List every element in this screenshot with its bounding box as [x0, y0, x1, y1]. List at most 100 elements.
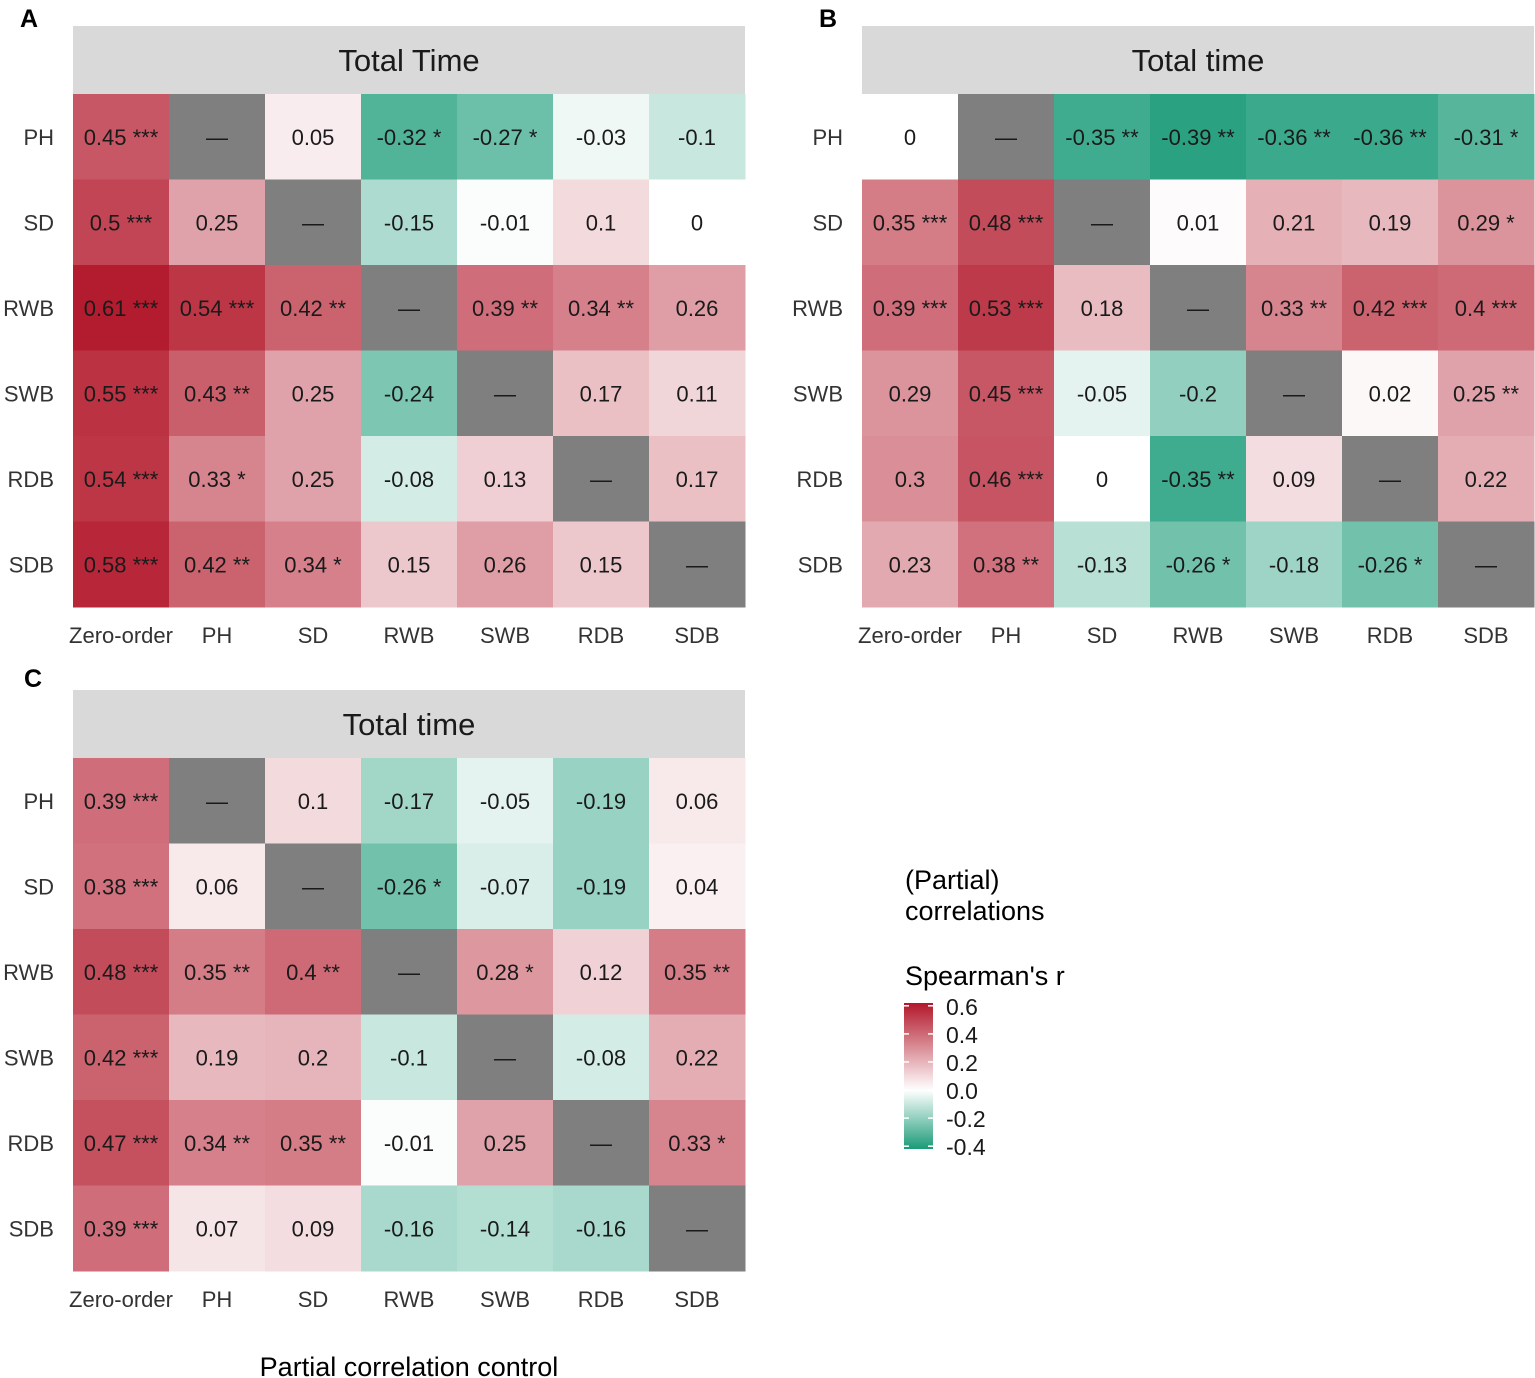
y-tick-label: SWB	[793, 381, 843, 406]
cell-label: 0.1	[586, 210, 617, 235]
heatmap-cell	[649, 1100, 746, 1186]
legend: (Partial) correlations Spearman's r 0.60…	[904, 865, 1065, 1160]
cell-label: 0.3	[895, 467, 926, 492]
heatmap-cell	[862, 179, 959, 266]
heatmap-cell	[265, 929, 362, 1015]
heatmap-cell	[958, 179, 1055, 266]
cell-label: —	[686, 1216, 708, 1241]
cell-label: 0.04	[676, 874, 719, 899]
cell-label: 0.29	[889, 381, 932, 406]
heatmap-cell	[73, 1185, 170, 1272]
cell-label: 0.45 ***	[84, 125, 159, 150]
heatmap-cell	[457, 1185, 554, 1272]
cell-label: -0.07	[480, 874, 530, 899]
x-tick-label: SDB	[674, 1287, 719, 1312]
facet-title: Total Time	[338, 43, 479, 78]
heatmap-cell	[862, 436, 959, 522]
cell-label: -0.08	[384, 467, 434, 492]
x-tick-label: RWB	[384, 1287, 435, 1312]
cell-label: 0.35 **	[280, 1131, 346, 1156]
heatmap-cell	[1054, 94, 1151, 180]
heatmap-cell	[73, 94, 170, 180]
heatmap-cell	[169, 929, 266, 1015]
heatmap-cell	[73, 265, 170, 351]
heatmap-cell	[457, 436, 554, 522]
cell-label: 0.09	[1273, 467, 1316, 492]
cell-label: 0.35 **	[664, 960, 730, 985]
cell-label: 0	[691, 210, 703, 235]
cell-label: 0.17	[580, 381, 623, 406]
y-tick-label: SDB	[9, 1216, 54, 1241]
heatmap-cell	[649, 1014, 746, 1101]
heatmap-cell-diagonal	[553, 436, 650, 522]
x-axis-title: Partial correlation control	[260, 1352, 559, 1378]
heatmap-cell	[958, 521, 1055, 608]
cell-label: 0.21	[1273, 210, 1316, 235]
cell-label: -0.05	[480, 789, 530, 814]
cell-label: 0.1	[298, 789, 329, 814]
cell-label: 0.06	[196, 874, 239, 899]
heatmap-cell	[265, 521, 362, 608]
x-tick-label: PH	[202, 623, 233, 648]
cell-label: 0.4 **	[286, 960, 340, 985]
cell-label: —	[494, 1045, 516, 1070]
cell-label: 0.01	[1177, 210, 1220, 235]
cell-label: -0.26 *	[377, 874, 442, 899]
x-tick-label: RWB	[384, 623, 435, 648]
heatmap-cell	[553, 843, 650, 930]
y-tick-label: PH	[812, 125, 843, 150]
heatmap-cell	[457, 843, 554, 930]
heatmap-cell	[1246, 94, 1343, 180]
cell-label: 0.42 ***	[84, 1045, 159, 1070]
heatmap-cell	[649, 843, 746, 930]
cell-label: -0.14	[480, 1216, 530, 1241]
heatmap-cell	[649, 929, 746, 1015]
cell-label: 0.13	[484, 467, 527, 492]
heatmap-cell	[73, 436, 170, 522]
heatmap-cell-diagonal	[265, 179, 362, 266]
x-tick-label: SWB	[480, 623, 530, 648]
y-tick-label: SWB	[4, 1045, 54, 1070]
cell-label: 0.53 ***	[969, 296, 1044, 321]
heatmap-cell	[265, 1185, 362, 1272]
legend-subtitle: Spearman's r	[905, 961, 1065, 991]
y-tick-label: SD	[23, 874, 54, 899]
cell-label: —	[995, 125, 1017, 150]
legend-tick-label: -0.4	[946, 1134, 986, 1160]
legend-title-line-2: correlations	[905, 896, 1045, 926]
heatmap-cell	[1150, 436, 1247, 522]
heatmap-cell	[1342, 350, 1439, 437]
cell-label: 0.29 *	[1457, 210, 1515, 235]
cell-label: -0.32 *	[377, 125, 442, 150]
cell-label: -0.35 **	[1065, 125, 1139, 150]
cell-label: -0.19	[576, 874, 626, 899]
cell-label: 0.38 **	[973, 552, 1039, 577]
heatmap-cell	[958, 350, 1055, 437]
x-tick-label: PH	[991, 623, 1022, 648]
legend-tick-label: 0.6	[946, 994, 978, 1020]
heatmap-cell-diagonal	[958, 94, 1055, 180]
heatmap-cell	[553, 179, 650, 266]
cell-label: 0.07	[196, 1216, 239, 1241]
facet-title: Total time	[343, 707, 476, 742]
legend-tick-label: 0.0	[946, 1078, 978, 1104]
heatmap-cell	[1246, 521, 1343, 608]
heatmap-cell-diagonal	[1246, 350, 1343, 437]
heatmap-cell	[457, 179, 554, 266]
x-tick-label: SWB	[480, 1287, 530, 1312]
heatmap-cell-diagonal	[169, 758, 266, 844]
cell-label: -0.17	[384, 789, 434, 814]
cell-label: 0.22	[676, 1045, 719, 1070]
cell-label: 0.61 ***	[84, 296, 159, 321]
heatmap-cell	[457, 758, 554, 844]
y-tick-label: SDB	[9, 552, 54, 577]
heatmap-cell	[265, 1014, 362, 1101]
heatmap-cell	[649, 94, 746, 180]
y-tick-label: RDB	[797, 467, 843, 492]
cell-label: -0.16	[576, 1216, 626, 1241]
y-tick-label: PH	[23, 125, 54, 150]
cell-label: -0.01	[384, 1131, 434, 1156]
cell-label: 0.34 **	[184, 1131, 250, 1156]
legend-tick-label: 0.4	[946, 1022, 978, 1048]
legend-title-line-1: (Partial)	[905, 865, 1000, 895]
